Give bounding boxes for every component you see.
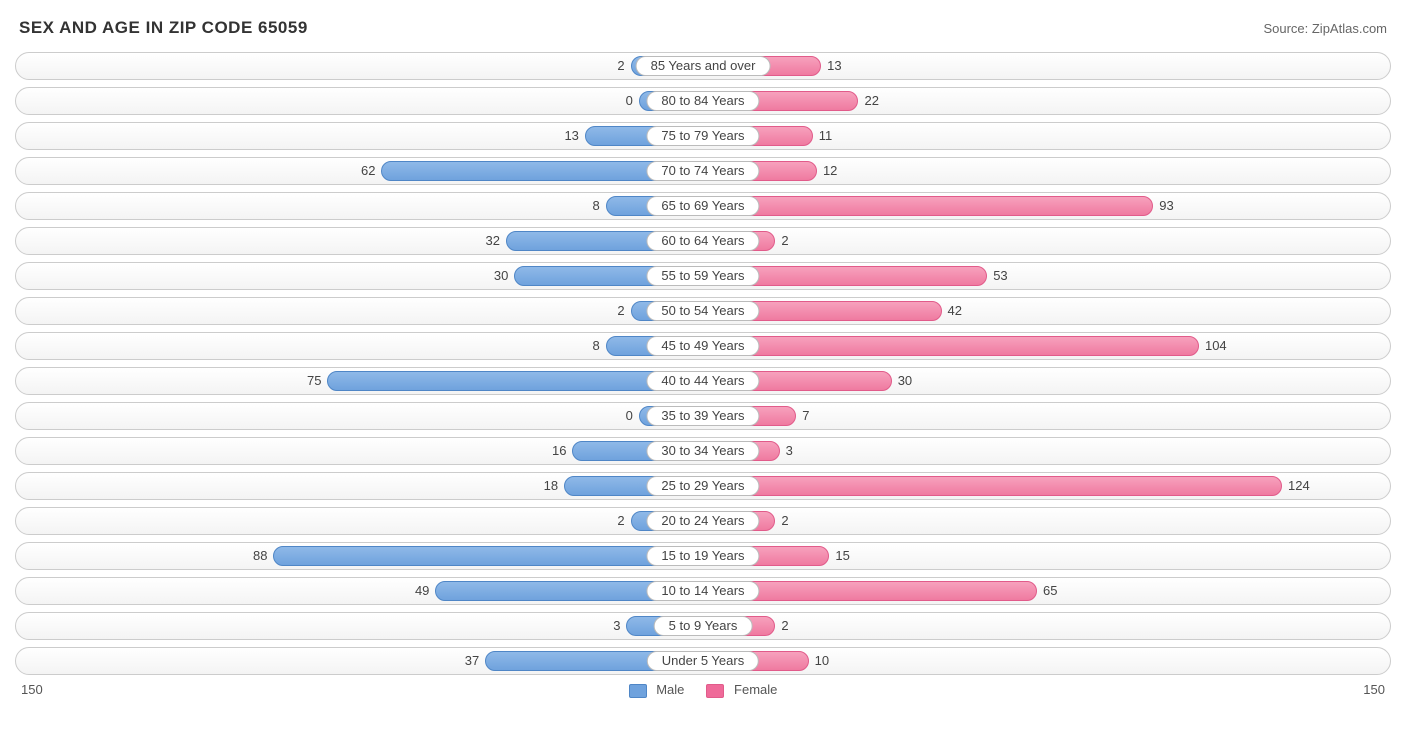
age-label-pill: 30 to 34 Years — [646, 441, 759, 461]
axis-max-right: 150 — [1341, 682, 1391, 697]
male-value: 30 — [494, 263, 508, 289]
age-label-pill: 85 Years and over — [636, 56, 771, 76]
pyramid-row: 62 12 70 to 74 Years — [15, 157, 1391, 185]
population-pyramid: 21385 Years and over02280 to 84 Years131… — [15, 52, 1391, 675]
female-value: 10 — [815, 648, 829, 674]
age-label-pill: 5 to 9 Years — [654, 616, 753, 636]
age-label-pill: 55 to 59 Years — [646, 266, 759, 286]
male-value: 2 — [617, 53, 624, 79]
male-value: 37 — [465, 648, 479, 674]
male-value: 62 — [361, 158, 375, 184]
male-value: 8 — [592, 193, 599, 219]
pyramid-row: 8 93 65 to 69 Years — [15, 192, 1391, 220]
legend-item-male: Male — [629, 682, 685, 698]
female-value: 2 — [781, 613, 788, 639]
male-value: 2 — [617, 298, 624, 324]
age-label-pill: 50 to 54 Years — [646, 301, 759, 321]
male-value: 3 — [613, 613, 620, 639]
pyramid-row: 16 3 30 to 34 Years — [15, 437, 1391, 465]
age-label-pill: 75 to 79 Years — [646, 126, 759, 146]
female-value: 11 — [819, 123, 833, 149]
female-value: 15 — [835, 543, 849, 569]
pyramid-row: 32 2 60 to 64 Years — [15, 227, 1391, 255]
male-value: 49 — [415, 578, 429, 604]
axis-max-left: 150 — [15, 682, 65, 697]
pyramid-row: 3 2 5 to 9 Years — [15, 612, 1391, 640]
female-value: 22 — [864, 88, 878, 114]
male-value: 88 — [253, 543, 267, 569]
male-value: 2 — [617, 508, 624, 534]
age-label-pill: 70 to 74 Years — [646, 161, 759, 181]
female-value: 2 — [781, 508, 788, 534]
pyramid-row: 13 11 75 to 79 Years — [15, 122, 1391, 150]
age-label-pill: Under 5 Years — [647, 651, 759, 671]
pyramid-row: 75 30 40 to 44 Years — [15, 367, 1391, 395]
female-bar — [703, 476, 1282, 496]
female-value: 30 — [898, 368, 912, 394]
chart-title: SEX AND AGE IN ZIP CODE 65059 — [19, 18, 308, 38]
chart-header: SEX AND AGE IN ZIP CODE 65059 Source: Zi… — [15, 10, 1391, 52]
age-label-pill: 65 to 69 Years — [646, 196, 759, 216]
pyramid-row: 88 15 15 to 19 Years — [15, 542, 1391, 570]
male-value: 0 — [626, 88, 633, 114]
female-value: 13 — [827, 53, 841, 79]
legend-item-female: Female — [706, 682, 777, 698]
age-label-pill: 15 to 19 Years — [646, 546, 759, 566]
pyramid-row: 0 7 35 to 39 Years — [15, 402, 1391, 430]
age-label-pill: 80 to 84 Years — [646, 91, 759, 111]
age-label-pill: 10 to 14 Years — [646, 581, 759, 601]
legend: Male Female — [65, 682, 1341, 698]
female-value: 12 — [823, 158, 837, 184]
female-value: 3 — [786, 438, 793, 464]
age-label-pill: 20 to 24 Years — [646, 511, 759, 531]
age-label-pill: 25 to 29 Years — [646, 476, 759, 496]
age-label-pill: 60 to 64 Years — [646, 231, 759, 251]
female-value: 53 — [993, 263, 1007, 289]
male-value: 32 — [486, 228, 500, 254]
female-bar — [703, 336, 1199, 356]
legend-label-female: Female — [734, 682, 777, 697]
chart-source: Source: ZipAtlas.com — [1263, 21, 1387, 36]
pyramid-row: 18 124 25 to 29 Years — [15, 472, 1391, 500]
male-value: 0 — [626, 403, 633, 429]
female-value: 104 — [1205, 333, 1227, 359]
male-value: 16 — [552, 438, 566, 464]
female-value: 2 — [781, 228, 788, 254]
female-value: 124 — [1288, 473, 1310, 499]
male-value: 75 — [307, 368, 321, 394]
female-swatch-icon — [706, 684, 724, 698]
male-bar — [273, 546, 703, 566]
age-label-pill: 35 to 39 Years — [646, 406, 759, 426]
age-label-pill: 40 to 44 Years — [646, 371, 759, 391]
pyramid-row: 2 2 20 to 24 Years — [15, 507, 1391, 535]
male-value: 8 — [592, 333, 599, 359]
male-value: 18 — [544, 473, 558, 499]
female-value: 42 — [948, 298, 962, 324]
pyramid-row: 2 13 85 Years and over — [15, 52, 1391, 80]
chart-footer: 150 Male Female 150 — [15, 682, 1391, 698]
female-value: 93 — [1159, 193, 1173, 219]
pyramid-row: 49 65 10 to 14 Years — [15, 577, 1391, 605]
chart-container: SEX AND AGE IN ZIP CODE 65059 Source: Zi… — [0, 0, 1406, 708]
pyramid-row: 2 42 50 to 54 Years — [15, 297, 1391, 325]
male-swatch-icon — [629, 684, 647, 698]
male-value: 13 — [564, 123, 578, 149]
female-value: 7 — [802, 403, 809, 429]
pyramid-row: 8 104 45 to 49 Years — [15, 332, 1391, 360]
female-bar — [703, 196, 1153, 216]
legend-label-male: Male — [656, 682, 684, 697]
pyramid-row: 37 10 Under 5 Years — [15, 647, 1391, 675]
pyramid-row: 0 22 80 to 84 Years — [15, 87, 1391, 115]
female-value: 65 — [1043, 578, 1057, 604]
age-label-pill: 45 to 49 Years — [646, 336, 759, 356]
pyramid-row: 30 53 55 to 59 Years — [15, 262, 1391, 290]
